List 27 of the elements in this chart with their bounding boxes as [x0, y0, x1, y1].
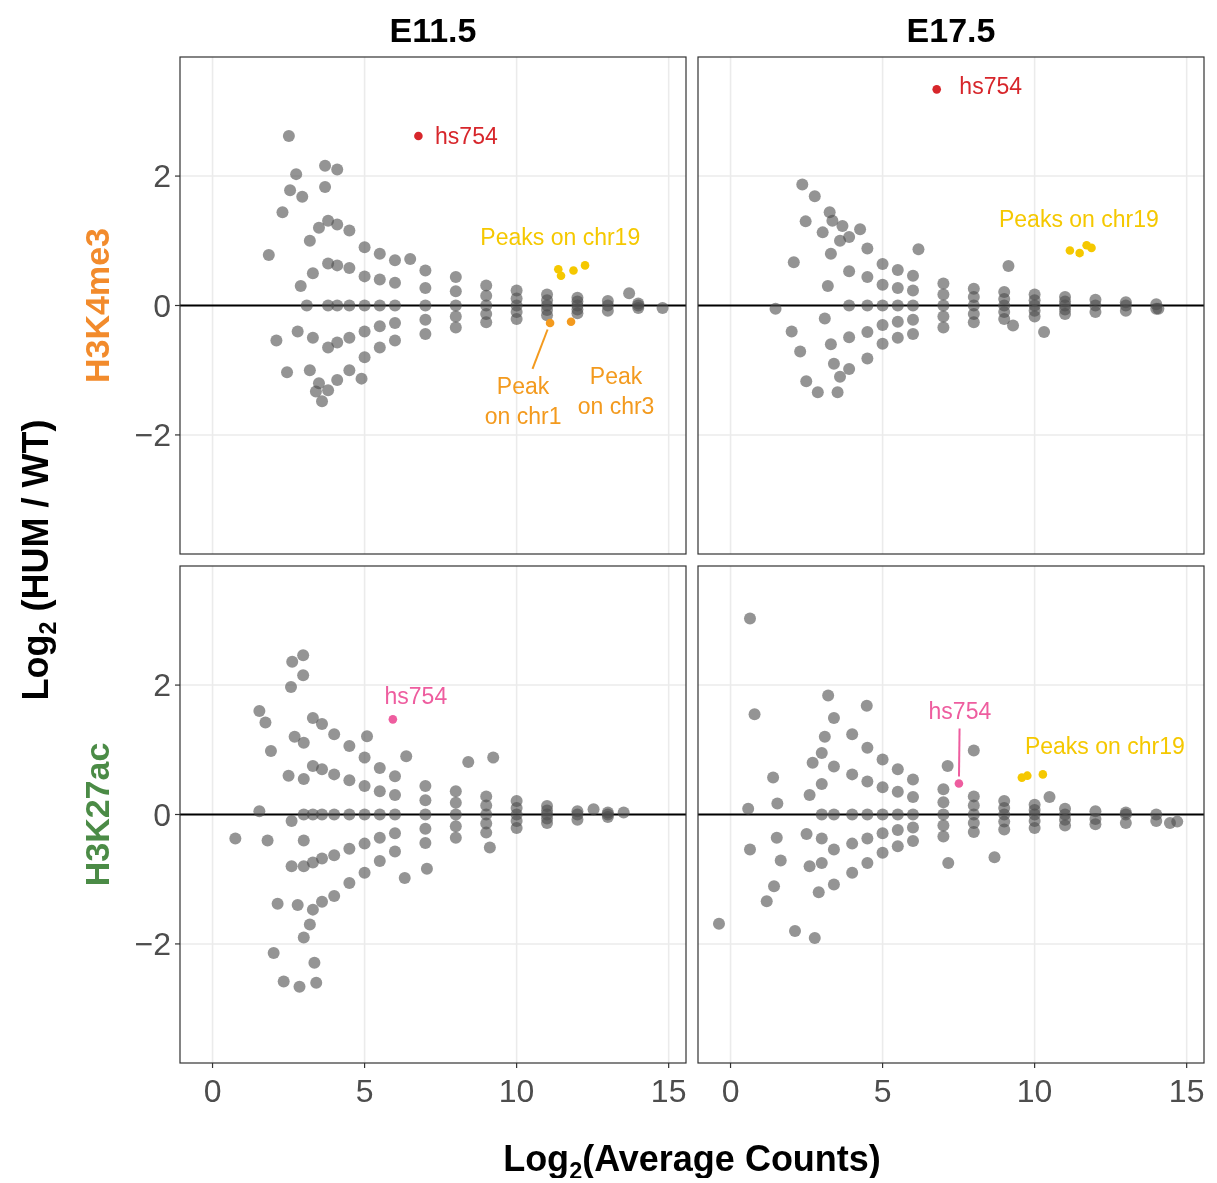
x-tick-label: 10	[1016, 1073, 1053, 1109]
annotation: hs754	[928, 698, 992, 725]
y-tick-label: −2	[134, 925, 171, 962]
x-tick-label: 10	[498, 1073, 535, 1109]
annotation: Peak on chr3	[577, 362, 655, 419]
chart-title: E11.5	[389, 11, 477, 49]
chart-title: E17.5	[906, 11, 996, 49]
text: H3K4me3	[78, 228, 116, 383]
x-tick-label: 0	[721, 1073, 740, 1109]
x-tick-label: 5	[873, 1073, 892, 1109]
y-tick-label: −2	[134, 416, 171, 453]
annotation: hs754	[959, 73, 1023, 100]
text: H3K27ac	[78, 742, 116, 887]
annotation: Peaks on chr19	[998, 206, 1159, 233]
annotation: Peak on chr1	[484, 372, 562, 429]
y-tick-label: 0	[153, 287, 171, 324]
x-tick-label: 15	[650, 1073, 687, 1109]
x-tick-label: 0	[203, 1073, 222, 1109]
annotation: Peaks on chr19	[480, 224, 641, 251]
y-tick-label: 2	[153, 158, 171, 195]
annotation: hs754	[435, 122, 498, 149]
annotation: Peaks on chr19	[1024, 732, 1185, 759]
annotation: hs754	[384, 683, 448, 710]
x-tick-label: 5	[355, 1073, 374, 1109]
x-tick-label: 15	[1168, 1073, 1205, 1109]
y-tick-label: 0	[153, 796, 171, 833]
y-tick-label: 2	[153, 667, 171, 704]
